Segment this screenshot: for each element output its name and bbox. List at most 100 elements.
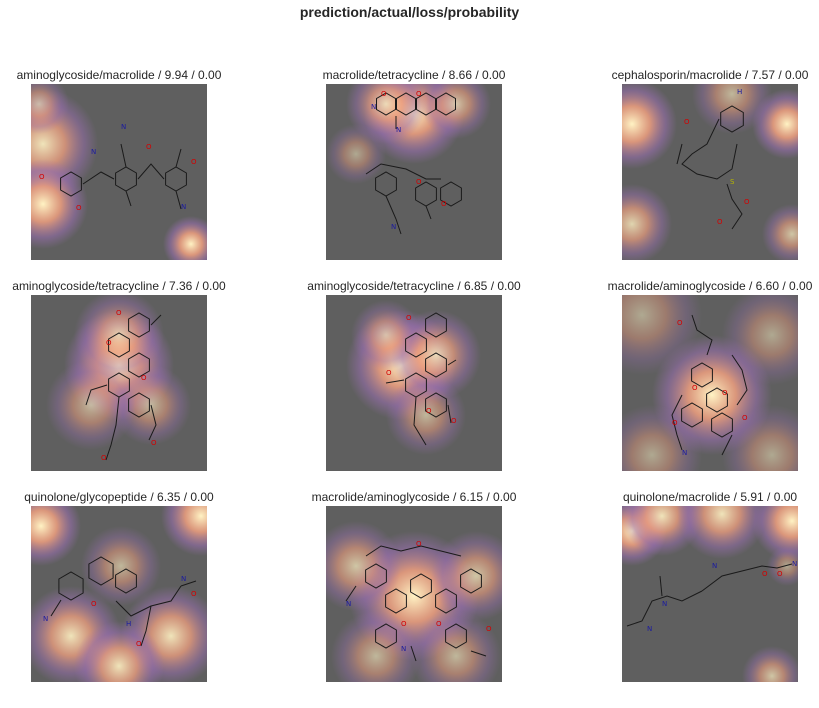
atom-label: O (486, 625, 492, 633)
atom-label: O (672, 419, 678, 427)
molecule-structure (50, 556, 197, 647)
molecule-heatmap: O O O O O (31, 295, 207, 471)
heat-blob (163, 216, 207, 260)
heat-blob (326, 124, 386, 184)
atom-label: N (647, 625, 652, 633)
atom-label: O (436, 620, 442, 628)
atom-label: O (39, 173, 45, 181)
atom-label: N (371, 103, 376, 111)
molecule-heatmap: N N O O N N (622, 506, 798, 682)
panel-title: aminoglycoside/macrolide / 9.94 / 0.00 (16, 68, 222, 82)
saliency-image: N N O O N N (622, 506, 798, 682)
atom-label: N (91, 148, 96, 156)
atom-label: O (406, 314, 412, 322)
atom-label: O (151, 439, 157, 447)
heat-blob (161, 506, 207, 556)
atom-label: O (116, 309, 122, 317)
heat-blob (386, 375, 466, 455)
heat-blob (31, 159, 88, 249)
saliency-image: O S O O H (622, 84, 798, 260)
heat-blob (74, 295, 164, 380)
atom-label: N (792, 560, 797, 568)
panel-title: macrolide/tetracycline / 8.66 / 0.00 (322, 68, 506, 82)
panel-title: aminoglycoside/tetracycline / 7.36 / 0.0… (12, 279, 226, 293)
saliency-image: N O O O O N (326, 506, 502, 682)
atom-label: N (662, 600, 667, 608)
atom-label: O (692, 384, 698, 392)
panel-title: macrolide/aminoglycoside / 6.15 / 0.00 (311, 490, 517, 504)
atom-label: O (677, 319, 683, 327)
atom-label: O (441, 200, 447, 208)
atom-label: N (712, 562, 717, 570)
molecule-heatmap: O O N N N O O (31, 84, 207, 260)
panel-title: quinolone/glycopeptide / 6.35 / 0.00 (24, 490, 214, 504)
atom-label: O (684, 118, 690, 126)
atom-label: O (191, 158, 197, 166)
heat-blob (622, 295, 702, 375)
heat-blob (351, 300, 421, 370)
saliency-image: O O N N N O O (31, 84, 207, 260)
panel-title: aminoglycoside/tetracycline / 6.85 / 0.0… (307, 279, 521, 293)
atom-label: N (181, 203, 186, 211)
atom-label: H (737, 88, 742, 96)
molecule-structure (365, 92, 462, 235)
atom-label: N (391, 223, 396, 231)
atom-label: O (762, 570, 768, 578)
molecule-structure (676, 105, 744, 230)
heat-blob (31, 84, 69, 134)
heat-blob (722, 405, 798, 471)
atom-label: O (742, 414, 748, 422)
atom-label: S (730, 178, 735, 186)
molecule-heatmap: N O O O O N (326, 506, 502, 682)
heat-blob (46, 360, 136, 450)
atom-label: O (381, 90, 387, 98)
atom-label: O (416, 90, 422, 98)
atom-label: O (426, 407, 432, 415)
panel-title: macrolide/aminoglycoside / 6.60 / 0.00 (607, 279, 813, 293)
atom-label: N (121, 123, 126, 131)
heat-blob (742, 646, 798, 682)
atom-label: N (396, 126, 401, 134)
molecule-structure (85, 312, 162, 461)
molecule-heatmap: O O O O (326, 295, 502, 471)
molecule-heatmap: O S O O H (622, 84, 798, 260)
atom-label: O (717, 218, 723, 226)
atom-label: O (722, 389, 728, 397)
heat-blob (622, 84, 677, 169)
saliency-image: O O O O N O (622, 295, 798, 471)
molecule-heatmap: O O O O N O (622, 295, 798, 471)
molecule-structure (626, 563, 793, 627)
saliency-image: O O O O O (31, 295, 207, 471)
heat-blob (74, 621, 164, 682)
atom-label: O (136, 640, 142, 648)
panel-title: cephalosporin/macrolide / 7.57 / 0.00 (611, 68, 809, 82)
atom-label: O (401, 620, 407, 628)
atom-label: N (43, 615, 48, 623)
saliency-image: O O O O (326, 295, 502, 471)
heat-blob (331, 611, 421, 682)
heat-blob (692, 84, 772, 134)
heat-blob (722, 295, 798, 385)
atom-label: O (91, 600, 97, 608)
atom-label: O (777, 570, 783, 578)
panel-title: quinolone/macrolide / 5.91 / 0.00 (622, 490, 798, 504)
atom-label: N (346, 600, 351, 608)
molecule-structure (671, 314, 748, 456)
molecule-structure (60, 143, 187, 210)
atom-label: N (401, 645, 406, 653)
heat-blob (326, 521, 401, 611)
atom-label: N (682, 449, 687, 457)
atom-label: O (386, 369, 392, 377)
heat-blob (677, 506, 767, 559)
heat-blob (81, 526, 161, 606)
atom-label: O (146, 143, 152, 151)
atom-label: O (744, 198, 750, 206)
heat-blob (411, 611, 501, 682)
atom-label: O (191, 590, 197, 598)
atom-label: O (451, 417, 457, 425)
atom-label: O (76, 204, 82, 212)
